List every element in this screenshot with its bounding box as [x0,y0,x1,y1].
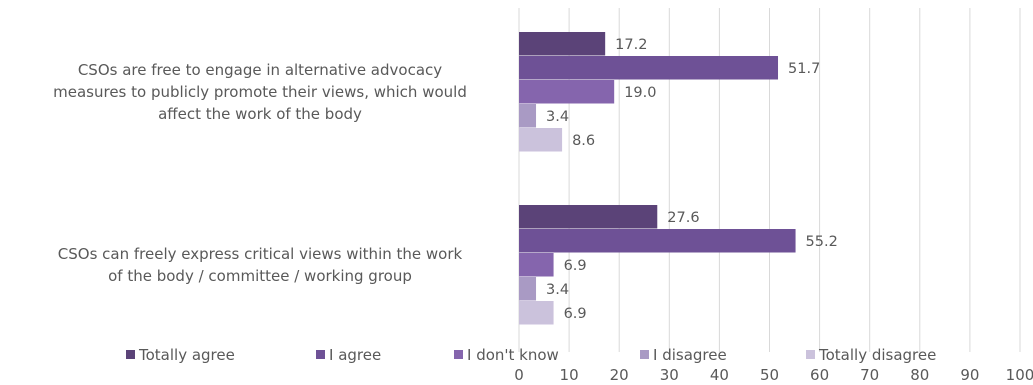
bar [519,229,796,253]
x-tick-label: 0 [514,366,524,384]
x-tick-label: 10 [560,366,579,384]
x-tick-label: 40 [710,366,729,384]
x-tick-label: 60 [810,366,829,384]
x-tick-label: 80 [910,366,929,384]
legend-label: Totally disagree [818,346,936,364]
bar [519,301,554,325]
bar [519,128,563,152]
x-tick-label: 50 [760,366,779,384]
legend-swatch [454,350,463,359]
data-label: 27.6 [667,210,699,226]
category-label: of the body / committee / working group [108,267,412,285]
category-label: measures to publicly promote their views… [53,83,467,101]
x-tick-label: 90 [960,366,979,384]
bar [519,104,537,128]
legend-label: I don't know [467,346,559,364]
bar [519,253,554,277]
legend-label: I disagree [653,346,727,364]
legend-swatch [126,350,135,359]
x-tick-label: 70 [860,366,879,384]
legend-label: I agree [329,346,381,364]
data-label: 19.0 [624,85,656,101]
bar [519,277,537,301]
data-label: 3.4 [546,282,569,298]
legend-swatch [806,350,815,359]
category-label: CSOs are free to engage in alternative a… [78,61,442,79]
legend-label: Totally agree [138,346,235,364]
data-label: 51.7 [788,61,820,77]
bar [519,32,606,56]
x-tick-label: 20 [610,366,629,384]
data-label: 6.9 [564,258,587,274]
x-tick-label: 30 [660,366,679,384]
data-label: 6.9 [564,306,587,322]
data-label: 17.2 [615,37,647,53]
bar [519,80,615,104]
category-label: CSOs can freely express critical views w… [58,245,463,263]
legend-swatch [640,350,649,359]
data-label: 3.4 [546,109,569,125]
category-label: affect the work of the body [158,105,362,123]
legend-swatch [316,350,325,359]
data-label: 55.2 [806,234,838,250]
bar [519,205,658,229]
data-label: 8.6 [572,133,595,149]
bar [519,56,779,80]
x-tick-label: 100 [1006,366,1033,384]
